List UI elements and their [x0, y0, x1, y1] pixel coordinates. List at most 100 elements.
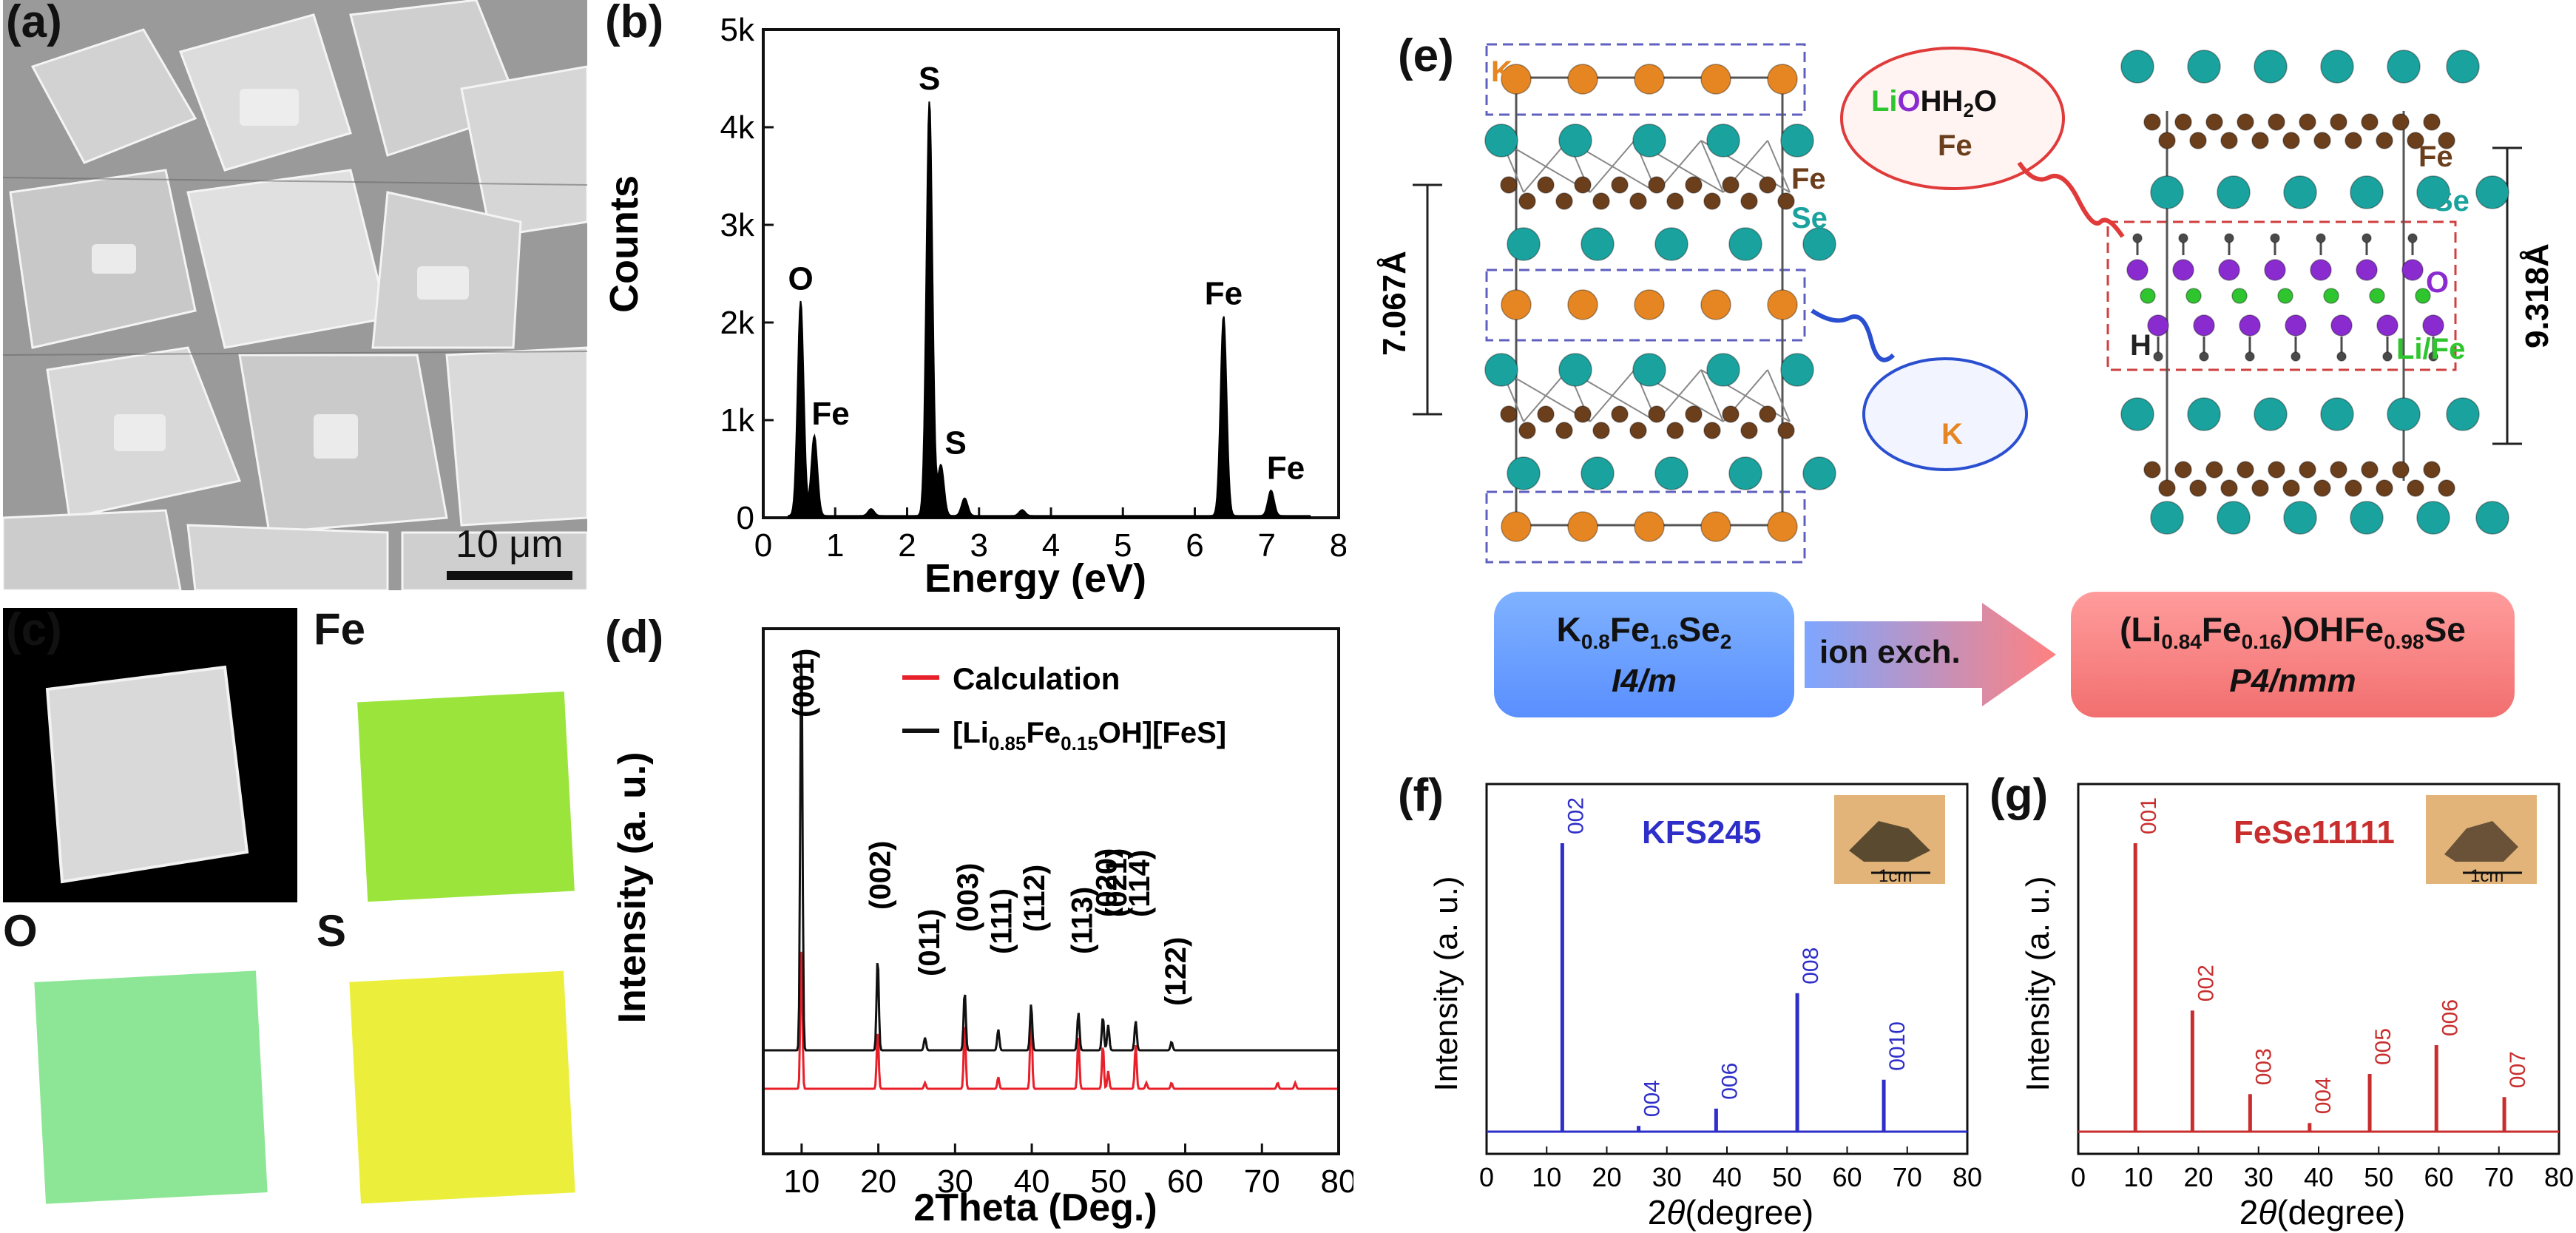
se-atom — [1507, 456, 1541, 490]
eds-peak-label: Fe — [811, 396, 849, 432]
atoms — [1484, 50, 2509, 542]
haadf-crystal — [45, 665, 249, 884]
se-atom — [2446, 397, 2480, 431]
o-map-label: O — [3, 906, 38, 956]
fe-atom — [2361, 461, 2379, 479]
fe-atom — [1685, 405, 1703, 423]
xrd-plot-frame — [762, 627, 1340, 1155]
fe-atom — [2189, 132, 2207, 149]
left-phase-box: K0.8Fe1.6Se2 I4/m — [1494, 592, 1794, 717]
fe-atom — [1574, 405, 1592, 423]
xrd-peak-label: (001) — [788, 649, 820, 717]
se-atom — [2320, 50, 2354, 84]
fe-atom — [2392, 113, 2410, 131]
g-peak-label: 004 — [2311, 1077, 2336, 1114]
xrd-peak-label: (020) — [1091, 848, 1123, 917]
panel-label-e: (e) — [1398, 30, 1454, 81]
fe-atom — [2423, 461, 2441, 479]
fe-atom — [1740, 422, 1758, 439]
o-atom — [2356, 259, 2378, 281]
fe-atom — [1722, 176, 1740, 194]
k-atom — [1634, 511, 1665, 542]
left-dimension-arrow — [1413, 183, 1442, 416]
xrd-peak-label: (002) — [865, 841, 897, 910]
k-atom — [1634, 289, 1665, 320]
se-atom — [1484, 124, 1518, 158]
fe-atom — [1592, 422, 1610, 439]
se-atom — [1654, 456, 1688, 490]
panel-label-d: (d) — [605, 612, 664, 663]
f-peak-label: 004 — [1640, 1080, 1665, 1117]
right-fe-label: Fe — [2418, 141, 2453, 173]
eds-peak-label: Fe — [1267, 450, 1305, 487]
se-atom — [2387, 50, 2421, 84]
k-atom — [1700, 511, 1731, 542]
se-atom — [2187, 50, 2221, 84]
fe-atom — [2251, 132, 2269, 149]
panel-label-g: (g) — [1990, 770, 2049, 821]
fe-atom — [1759, 405, 1777, 423]
f-inset-scale: 1cm — [1879, 866, 1912, 886]
g-x-tick-label: 10 — [2123, 1162, 2153, 1192]
fe-atom — [2205, 461, 2223, 479]
xrd-x-tick-label: 20 — [860, 1163, 896, 1200]
k-bubble: K — [1811, 308, 2028, 471]
xrd-x-tick-label: 70 — [1244, 1163, 1280, 1200]
eds-x-tick-label: 1 — [826, 527, 844, 564]
k-atom — [1567, 289, 1598, 320]
f-x-tick-label: 50 — [1772, 1162, 1802, 1192]
h-atom — [2178, 233, 2188, 243]
fe-atom — [1777, 422, 1795, 439]
se-atom — [1728, 456, 1762, 490]
right-h-label: H — [2130, 329, 2151, 362]
xrd-x-tick-label: 40 — [1014, 1163, 1050, 1200]
g-peak-label: 006 — [2438, 999, 2462, 1036]
fe-atom — [1777, 192, 1795, 210]
f-x-tick-label: 10 — [1532, 1162, 1561, 1192]
xrd-g-chart: Intensity (a. u.) 2θ(degree) FeSe11111 1… — [2020, 783, 2574, 1232]
fe-atom — [2205, 113, 2223, 131]
fe-atom — [2299, 113, 2316, 131]
bond — [1767, 369, 1791, 422]
se-atom — [2416, 175, 2450, 209]
fe-atom — [1759, 176, 1777, 194]
k-atom — [1567, 511, 1598, 542]
eds-xlabel: Energy (eV) — [924, 556, 1146, 599]
fe-atom — [1518, 192, 1536, 210]
fe-atom — [1685, 176, 1703, 194]
panel-label-f: (f) — [1398, 770, 1444, 821]
g-x-tick-label: 50 — [2364, 1162, 2393, 1192]
fe-atom — [1611, 405, 1629, 423]
k-atom — [1700, 289, 1731, 320]
h-atom — [2245, 351, 2255, 362]
fe-atom — [1722, 405, 1740, 423]
o-map-square — [34, 970, 268, 1204]
f-x-tick-label: 60 — [1832, 1162, 1862, 1192]
left-k-label: K — [1491, 55, 1512, 88]
bubble-bottom-k: K — [1941, 418, 1963, 450]
left-k-frame-top — [1485, 43, 1806, 116]
li-atom — [2415, 288, 2431, 304]
fe-atom — [2143, 113, 2161, 131]
g-x-tick-label: 40 — [2304, 1162, 2333, 1192]
eds-peak-label: O — [788, 261, 813, 297]
k-atom — [1501, 289, 1532, 320]
xrd-series-calculation — [765, 951, 1337, 1090]
eds-x-tick-label: 2 — [898, 527, 916, 564]
fe-atom — [2313, 479, 2331, 497]
g-sample-label: FeSe11111 — [2234, 814, 2395, 851]
fe-atom — [2438, 479, 2455, 497]
xrd-peak-label: (003) — [952, 863, 984, 932]
xrd-peak-label: (122) — [1160, 937, 1192, 1006]
o-atom — [2218, 259, 2240, 281]
panel-label-b: (b) — [605, 0, 664, 47]
left-phase-formula: K0.8Fe1.6Se2 — [1556, 610, 1732, 654]
h-atom — [2382, 351, 2393, 362]
bond — [1767, 140, 1791, 193]
o-atom — [2376, 314, 2398, 337]
xrd-legend: Calculation [Li0.85Fe0.15OH][FeS] — [902, 661, 1226, 754]
fe-atom — [2220, 132, 2238, 149]
h-atom — [2291, 351, 2301, 362]
f-inset-photo: 1cm — [1834, 795, 1945, 886]
legend-exp-label: [Li0.85Fe0.15OH][FeS] — [953, 717, 1226, 754]
